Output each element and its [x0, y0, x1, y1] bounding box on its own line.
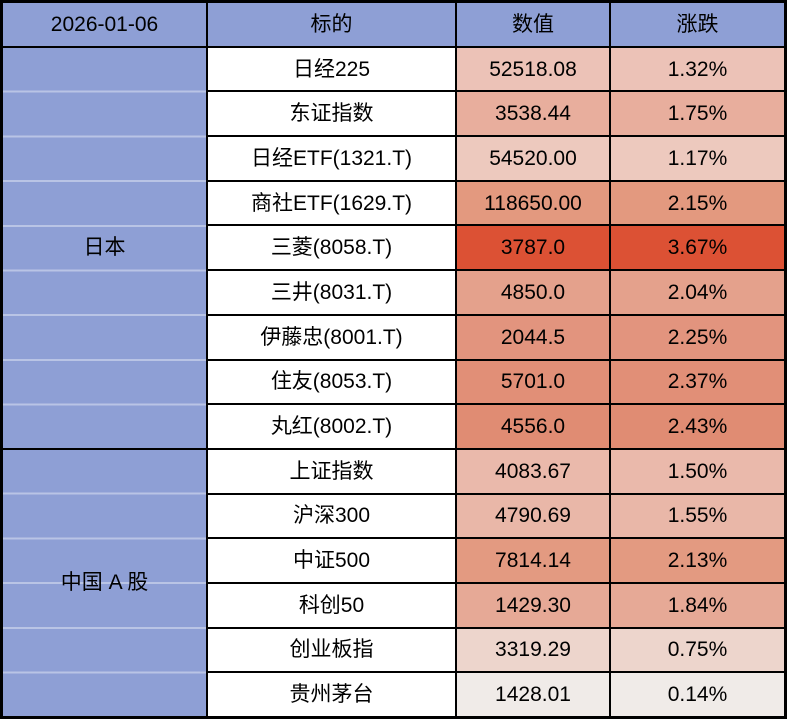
value-cell: 3787.0 [457, 226, 609, 270]
change-cell: 0.75% [611, 628, 784, 672]
target-cell: 沪深300 [208, 494, 455, 538]
target-cell: 科创50 [208, 583, 455, 627]
target-cell: 商社ETF(1629.T) [208, 181, 455, 225]
value-cell: 4790.69 [457, 494, 609, 538]
value-cell: 4083.67 [457, 449, 609, 493]
change-cell: 2.37% [611, 360, 784, 404]
target-cell: 住友(8053.T) [208, 360, 455, 404]
target-cell: 日经ETF(1321.T) [208, 137, 455, 180]
change-cell: 2.25% [611, 315, 784, 359]
change-cell: 2.13% [611, 539, 784, 582]
target-cell: 丸红(8002.T) [208, 405, 455, 448]
change-cell: 1.17% [611, 137, 784, 180]
target-cell: 伊藤忠(8001.T) [208, 315, 455, 359]
value-cell: 4850.0 [457, 271, 609, 314]
change-cell: 1.84% [611, 583, 784, 627]
change-cell: 1.32% [611, 47, 784, 91]
value-cell: 54520.00 [457, 137, 609, 180]
value-cell: 52518.08 [457, 47, 609, 91]
value-cell: 1428.01 [457, 673, 609, 716]
target-cell: 贵州茅台 [208, 673, 455, 716]
value-cell: 5701.0 [457, 360, 609, 404]
group-label-china-a-shares: 中国 A 股 [3, 449, 206, 716]
target-cell: 东证指数 [208, 92, 455, 136]
target-cell: 中证500 [208, 539, 455, 582]
header-value: 数值 [457, 3, 609, 46]
change-cell: 2.04% [611, 271, 784, 314]
change-cell: 3.67% [611, 226, 784, 270]
header-change: 涨跌 [611, 3, 784, 46]
target-cell: 日经225 [208, 47, 455, 91]
target-cell: 三井(8031.T) [208, 271, 455, 314]
target-cell: 三菱(8058.T) [208, 226, 455, 270]
value-cell: 7814.14 [457, 539, 609, 582]
target-cell: 创业板指 [208, 628, 455, 672]
target-cell: 上证指数 [208, 449, 455, 493]
change-cell: 1.75% [611, 92, 784, 136]
value-cell: 1429.30 [457, 583, 609, 627]
group-label-japan: 日本 [3, 47, 206, 448]
change-cell: 2.43% [611, 405, 784, 448]
change-cell: 0.14% [611, 673, 784, 716]
value-cell: 3538.44 [457, 92, 609, 136]
value-cell: 4556.0 [457, 405, 609, 448]
change-cell: 1.50% [611, 449, 784, 493]
value-cell: 118650.00 [457, 181, 609, 225]
change-cell: 2.15% [611, 181, 784, 225]
value-cell: 2044.5 [457, 315, 609, 359]
header-date: 2026-01-06 [3, 3, 206, 46]
value-cell: 3319.29 [457, 628, 609, 672]
header-target: 标的 [208, 3, 455, 46]
change-cell: 1.55% [611, 494, 784, 538]
